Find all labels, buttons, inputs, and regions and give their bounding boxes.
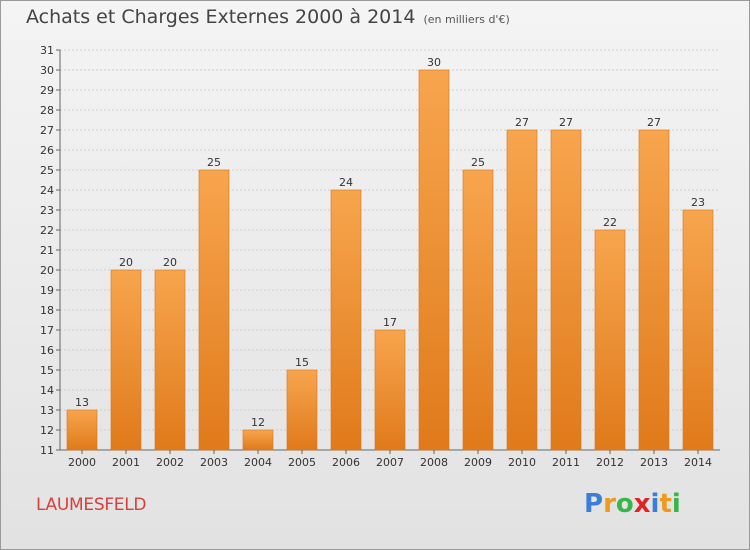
proxiti-logo: Proxiti bbox=[584, 489, 681, 519]
bar-2011 bbox=[550, 129, 582, 451]
y-tick-label: 20 bbox=[40, 264, 54, 277]
y-tick-label: 14 bbox=[40, 384, 54, 397]
y-tick-label: 16 bbox=[40, 344, 54, 357]
bar-2003 bbox=[198, 169, 230, 451]
x-tick-label: 2011 bbox=[552, 456, 580, 469]
value-label-2007: 17 bbox=[383, 316, 397, 329]
logo-letter: o bbox=[615, 489, 634, 519]
x-tick-label: 2001 bbox=[112, 456, 140, 469]
logo-letter: x bbox=[633, 489, 651, 519]
bar-2008 bbox=[418, 69, 450, 451]
commune-name: LAUMESFELD bbox=[36, 495, 147, 515]
bar-2007 bbox=[374, 329, 406, 451]
bar-2002 bbox=[154, 269, 186, 451]
x-tick-label: 2012 bbox=[596, 456, 624, 469]
bar-2004 bbox=[242, 429, 274, 451]
logo-letter: i bbox=[650, 489, 660, 519]
value-label-2005: 15 bbox=[295, 356, 309, 369]
y-tick-label: 30 bbox=[40, 64, 54, 77]
logo-letter: t bbox=[659, 489, 672, 519]
chart-title: Achats et Charges Externes 2000 à 2014 (e… bbox=[26, 6, 510, 28]
y-tick-label: 31 bbox=[40, 44, 54, 57]
value-label-2001: 20 bbox=[119, 256, 133, 269]
value-label-2008: 30 bbox=[427, 56, 441, 69]
value-label-2010: 27 bbox=[515, 116, 529, 129]
y-tick-label: 26 bbox=[40, 144, 54, 157]
x-tick-labels: 2000 2001 2002 2003 2004 2005 2006 2007 2008 2009… bbox=[68, 450, 712, 469]
logo-letter: P bbox=[584, 489, 604, 519]
value-label-2006: 24 bbox=[339, 176, 353, 189]
value-label-2014: 23 bbox=[691, 196, 705, 209]
y-tick-label: 15 bbox=[40, 364, 54, 377]
value-label-2013: 27 bbox=[647, 116, 661, 129]
value-labels: 13 20 20 25 12 15 24 17 30 25 27 27 22 27 23 bbox=[75, 56, 705, 429]
chart-subtitle: (en milliers d'€) bbox=[423, 13, 510, 26]
x-tick-label: 2010 bbox=[508, 456, 536, 469]
x-tick-label: 2014 bbox=[684, 456, 712, 469]
x-tick-label: 2008 bbox=[420, 456, 448, 469]
bar-2005 bbox=[286, 369, 318, 451]
x-tick-label: 2000 bbox=[68, 456, 96, 469]
y-tick-label: 19 bbox=[40, 284, 54, 297]
y-tick-label: 21 bbox=[40, 244, 54, 257]
x-tick-label: 2004 bbox=[244, 456, 272, 469]
y-tick-label: 29 bbox=[40, 84, 54, 97]
y-tick-label: 22 bbox=[40, 224, 54, 237]
y-tick-label: 13 bbox=[40, 404, 54, 417]
value-label-2000: 13 bbox=[75, 396, 89, 409]
x-tick-label: 2006 bbox=[332, 456, 360, 469]
y-tick-label: 28 bbox=[40, 104, 54, 117]
bar-2010 bbox=[506, 129, 538, 451]
value-label-2003: 25 bbox=[207, 156, 221, 169]
value-label-2002: 20 bbox=[163, 256, 177, 269]
bar-2001 bbox=[110, 269, 142, 451]
y-tick-label: 23 bbox=[40, 204, 54, 217]
x-tick-label: 2013 bbox=[640, 456, 668, 469]
x-tick-label: 2005 bbox=[288, 456, 316, 469]
y-tick-label: 12 bbox=[40, 424, 54, 437]
y-tick-label: 25 bbox=[40, 164, 54, 177]
y-tick-labels: 11 12 13 14 15 16 17 18 19 20 21 22 23 24 25 26 27 28 29 30… bbox=[40, 44, 54, 457]
value-label-2012: 22 bbox=[603, 216, 617, 229]
bar-2009 bbox=[462, 169, 494, 451]
title-text: Achats et Charges Externes 2000 à 2014 bbox=[26, 6, 416, 28]
bars bbox=[66, 69, 714, 451]
y-tick-label: 24 bbox=[40, 184, 54, 197]
value-label-2004: 12 bbox=[251, 416, 265, 429]
logo-letter: r bbox=[603, 489, 616, 519]
bar-2006 bbox=[330, 189, 362, 451]
y-tick-label: 18 bbox=[40, 304, 54, 317]
bar-2013 bbox=[638, 129, 670, 451]
bar-2014 bbox=[682, 209, 714, 451]
y-tick-label: 17 bbox=[40, 324, 54, 337]
logo-letter: i bbox=[671, 489, 681, 519]
x-tick-label: 2002 bbox=[156, 456, 184, 469]
value-label-2009: 25 bbox=[471, 156, 485, 169]
x-tick-label: 2007 bbox=[376, 456, 404, 469]
bar-2000 bbox=[66, 409, 98, 451]
y-tick-label: 27 bbox=[40, 124, 54, 137]
bar-2012 bbox=[594, 229, 626, 451]
x-tick-label: 2009 bbox=[464, 456, 492, 469]
y-tick-label: 11 bbox=[40, 444, 54, 457]
value-label-2011: 27 bbox=[559, 116, 573, 129]
x-tick-label: 2003 bbox=[200, 456, 228, 469]
